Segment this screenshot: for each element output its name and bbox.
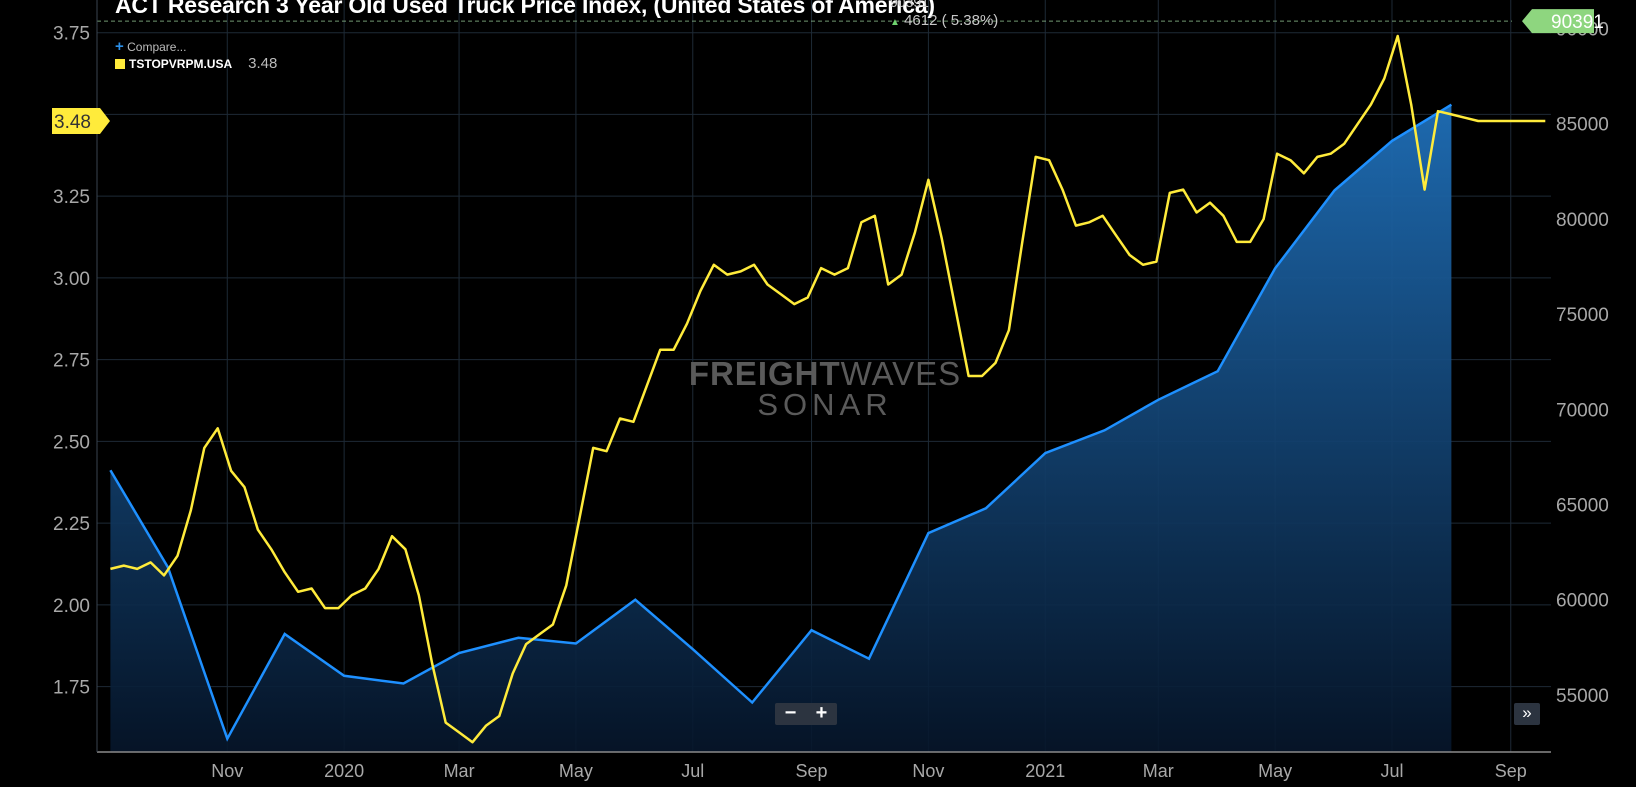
blue-series-line	[109, 103, 1453, 742]
compare-label: Compare...	[127, 40, 187, 54]
right-axis-tick: 75000	[1556, 305, 1609, 326]
zoom-out-button[interactable]: −	[784, 702, 797, 724]
left-axis-tick: 2.75	[53, 351, 90, 372]
x-axis-tick: Nov	[211, 761, 243, 781]
left-axis-tick: 2.25	[53, 514, 90, 535]
right-value-badge-text: 90391	[1551, 12, 1604, 33]
legend-swatch	[115, 59, 125, 69]
legend-value: 3.48	[248, 55, 278, 72]
x-axis-tick: Sep	[796, 761, 828, 781]
up-arrow-icon: ▲	[890, 17, 900, 28]
left-axis-tick: 3.25	[53, 187, 90, 208]
right-axis-tick: 60000	[1556, 591, 1609, 612]
compare-button[interactable]: + Compare...	[115, 38, 186, 55]
legend-symbol: TSTOPVRPM.USA	[129, 57, 233, 71]
left-axis-tick: 2.50	[53, 432, 90, 453]
expand-button[interactable]: »	[1514, 703, 1540, 725]
right-axis-tick: 55000	[1556, 686, 1609, 707]
right-axis-tick: 85000	[1556, 115, 1609, 136]
right-axis-tick: 80000	[1556, 210, 1609, 231]
x-axis-tick: Sep	[1495, 761, 1527, 781]
x-axis-tick: Jul	[1380, 761, 1403, 781]
change-value: 4612 ( 5.38%)	[904, 12, 999, 29]
plus-icon: +	[115, 38, 124, 55]
yellow-series-line	[110, 34, 1546, 744]
change-readout: ▲ 4612 ( 5.38%)	[890, 12, 998, 29]
right-value-badge	[1522, 9, 1594, 34]
left-axis-tick: 2.00	[53, 596, 90, 617]
series-legend[interactable]: TSTOPVRPM.USA 3.48	[115, 55, 277, 72]
zoom-in-button[interactable]: +	[815, 702, 828, 724]
x-axis-tick: Mar	[444, 761, 475, 781]
x-axis-tick: Jul	[681, 761, 704, 781]
left-axis-tick: 3.00	[53, 269, 90, 290]
x-axis-tick: Mar	[1143, 761, 1174, 781]
left-value-badge-text: 3.48	[54, 112, 91, 133]
x-axis-tick: May	[559, 761, 593, 781]
x-axis-tick: 2020	[324, 761, 364, 781]
last-value: 90391	[890, 0, 929, 10]
x-axis-tick: 2021	[1025, 761, 1065, 781]
chart-title: ACT Research 3 Year Old Used Truck Price…	[115, 0, 935, 18]
x-axis-tick: May	[1258, 761, 1292, 781]
blue-series-area	[110, 104, 1452, 752]
chart-header: ACT Research 3 Year Old Used Truck Price…	[115, 0, 935, 19]
left-axis-tick: 1.75	[53, 678, 90, 699]
left-axis-tick: 3.75	[53, 24, 90, 45]
x-axis-tick: Nov	[912, 761, 944, 781]
right-axis-tick: 65000	[1556, 496, 1609, 517]
right-axis-tick: 70000	[1556, 400, 1609, 421]
zoom-controls: − +	[775, 703, 837, 725]
left-value-badge	[52, 107, 110, 134]
